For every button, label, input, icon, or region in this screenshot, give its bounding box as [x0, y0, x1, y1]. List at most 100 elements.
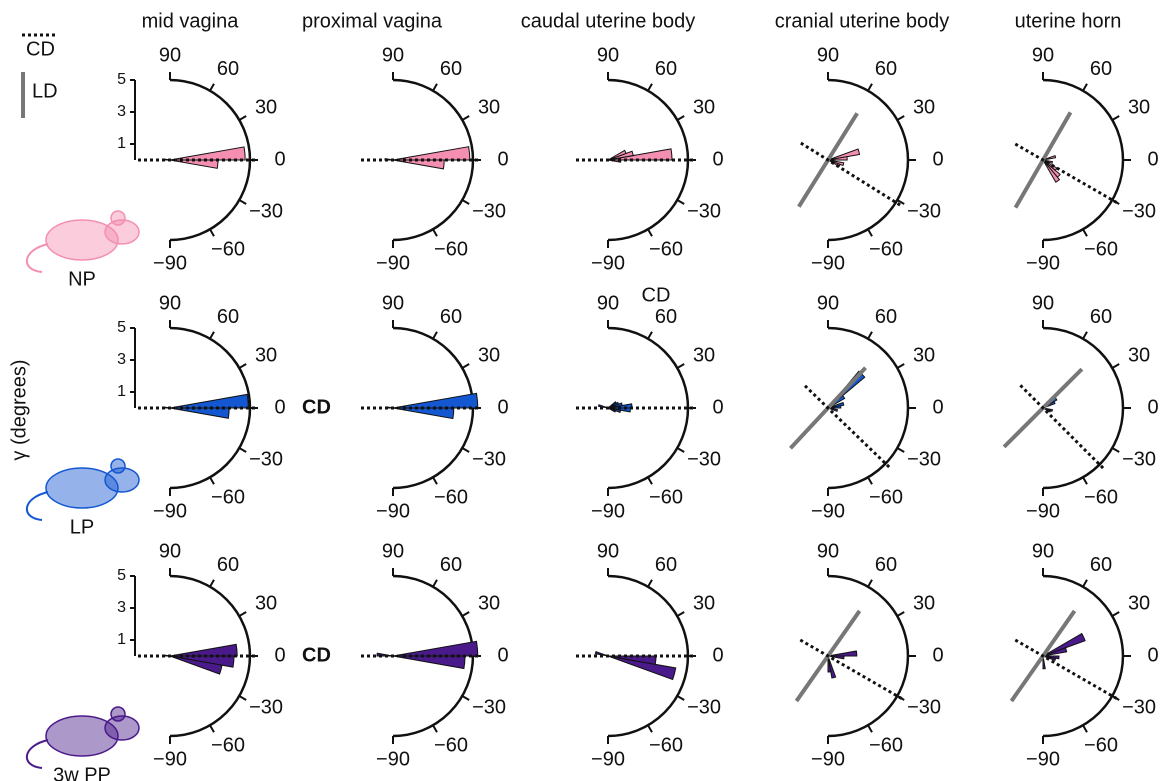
angle-tick-label: 90	[159, 292, 181, 314]
angle-tick-label: 90	[1032, 540, 1054, 562]
angle-tick-label: 0	[932, 644, 943, 666]
angle-tick-label: 60	[217, 306, 239, 328]
angle-tick	[239, 364, 246, 368]
angle-tick	[1112, 364, 1119, 368]
polar-arc	[1043, 80, 1123, 240]
angle-tick-label: 0	[497, 644, 508, 666]
angle-tick-label: 90	[817, 44, 839, 66]
mouse-tail	[27, 492, 48, 520]
rose-petal	[170, 644, 237, 656]
angle-tick-label: −30	[1122, 200, 1156, 222]
scale-tick-label: 5	[117, 319, 126, 336]
angle-tick-label: 60	[875, 58, 897, 80]
angle-tick	[433, 580, 437, 587]
angle-tick	[1083, 84, 1087, 91]
scale-tick-label: 3	[117, 103, 126, 120]
legend-ld: LD	[32, 80, 58, 102]
angle-tick	[648, 332, 652, 339]
rose-petal	[170, 394, 248, 408]
mouse-ear	[111, 707, 125, 721]
rose-petal	[393, 160, 444, 169]
angle-tick	[897, 116, 904, 120]
cd-line	[1015, 144, 1117, 203]
angle-tick	[433, 332, 437, 339]
angle-tick-label: 60	[217, 554, 239, 576]
scale-tick-label: 3	[117, 599, 126, 616]
angle-tick	[897, 364, 904, 368]
angle-tick	[1083, 580, 1087, 587]
angle-tick-label: −60	[434, 486, 468, 508]
angle-tick-label: 30	[693, 344, 715, 366]
angle-tick	[210, 477, 214, 484]
angle-tick	[1083, 725, 1087, 732]
scale-tick-label: 1	[117, 383, 126, 400]
angle-tick-label: −60	[1084, 734, 1118, 756]
angle-tick-label: 90	[1032, 292, 1054, 314]
cd-annotation: CD	[302, 396, 331, 418]
angle-tick-label: −60	[434, 238, 468, 260]
angle-tick-label: 0	[274, 148, 285, 170]
angle-tick-label: 30	[1128, 96, 1150, 118]
angle-tick-label: −60	[211, 734, 245, 756]
angle-tick-label: 0	[274, 396, 285, 418]
angle-tick-label: −90	[376, 252, 410, 274]
angle-tick	[462, 116, 469, 120]
angle-tick-label: 90	[382, 540, 404, 562]
angle-tick-label: 90	[597, 292, 619, 314]
rose-petal	[170, 147, 245, 160]
angle-tick-label: 30	[255, 96, 277, 118]
angle-tick	[677, 696, 684, 700]
rose-petal	[170, 408, 229, 418]
angle-tick-label: −60	[1084, 486, 1118, 508]
angle-tick-label: 30	[478, 344, 500, 366]
angle-tick	[239, 200, 246, 204]
angle-tick	[239, 612, 246, 616]
angle-tick-label: 0	[1147, 396, 1158, 418]
angle-tick	[239, 696, 246, 700]
angle-tick-label: −90	[811, 748, 845, 770]
angle-tick-label: 30	[693, 96, 715, 118]
angle-tick-label: 0	[932, 148, 943, 170]
rose-petal	[393, 641, 478, 656]
angle-tick	[462, 200, 469, 204]
angle-tick-label: −60	[869, 486, 903, 508]
angle-tick-label: 0	[712, 396, 723, 418]
mouse-ear	[111, 459, 125, 473]
angle-tick	[462, 696, 469, 700]
angle-tick-label: 30	[913, 96, 935, 118]
angle-tick-label: −90	[376, 748, 410, 770]
angle-tick	[1112, 116, 1119, 120]
angle-tick-label: −90	[1026, 252, 1060, 274]
angle-tick-label: −60	[869, 238, 903, 260]
angle-tick-label: 30	[255, 344, 277, 366]
angle-tick	[677, 200, 684, 204]
angle-tick-label: −60	[649, 734, 683, 756]
row-label: 3w PP	[53, 764, 111, 781]
cd-annotation: CD	[642, 284, 671, 306]
angle-tick	[1112, 448, 1119, 452]
angle-tick-label: 60	[655, 306, 677, 328]
angle-tick	[433, 725, 437, 732]
angle-tick	[239, 116, 246, 120]
angle-tick	[210, 332, 214, 339]
angle-tick-label: −30	[1122, 696, 1156, 718]
angle-tick	[677, 612, 684, 616]
angle-tick-label: 30	[1128, 344, 1150, 366]
cd-line	[1020, 385, 1103, 468]
angle-tick-label: 60	[440, 306, 462, 328]
angle-tick-label: 90	[817, 292, 839, 314]
row-label: LP	[70, 516, 94, 538]
column-title: proximal vagina	[302, 10, 443, 32]
angle-tick-label: −30	[249, 696, 283, 718]
angle-tick	[648, 84, 652, 91]
mouse-tail	[27, 244, 48, 272]
angle-tick-label: −60	[1084, 238, 1118, 260]
angle-tick-label: −90	[591, 500, 625, 522]
angle-tick-label: 0	[712, 148, 723, 170]
angle-tick	[868, 580, 872, 587]
angle-tick-label: 0	[497, 396, 508, 418]
angle-tick-label: −90	[1026, 748, 1060, 770]
angle-tick	[648, 477, 652, 484]
angle-tick	[210, 725, 214, 732]
angle-tick-label: −90	[153, 500, 187, 522]
